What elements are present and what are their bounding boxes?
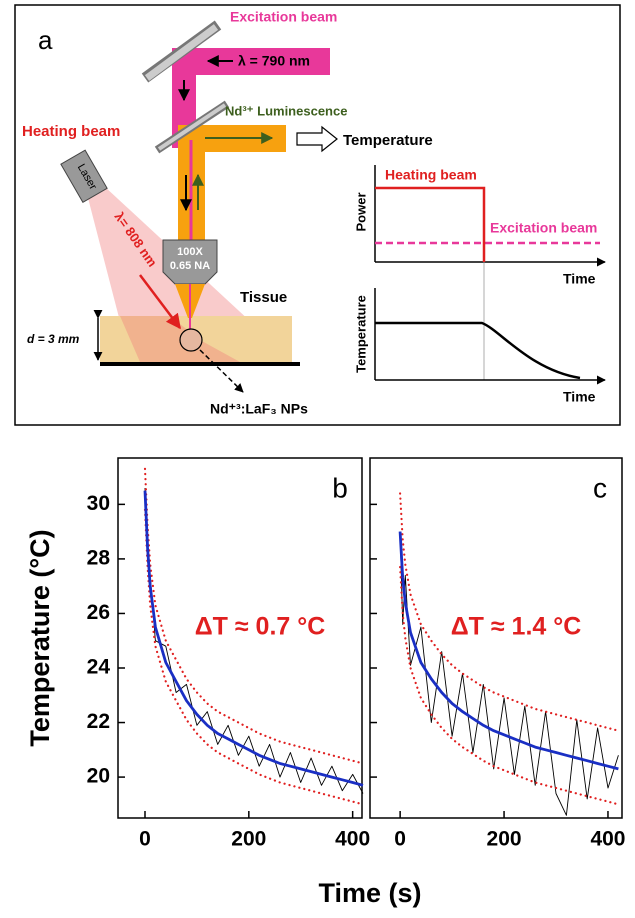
label: Nd⁺³:LaF₃ NPs xyxy=(210,401,308,417)
arrow xyxy=(139,274,181,330)
data-line xyxy=(144,487,364,794)
mirror xyxy=(144,24,219,81)
label: Temperature xyxy=(353,295,368,373)
x-tick-label: 400 xyxy=(590,828,625,851)
excitation-beam xyxy=(175,48,330,75)
label: Power xyxy=(353,192,368,231)
y-tick-label: 24 xyxy=(87,656,111,679)
panel-label: b xyxy=(332,472,348,503)
laser-body xyxy=(60,149,108,204)
data-line xyxy=(399,492,620,732)
x-tick-label: 400 xyxy=(335,828,370,851)
heating-power xyxy=(375,186,486,262)
plot-frame xyxy=(369,457,623,819)
label: Excitation beam xyxy=(230,9,337,25)
y-tick-label: 26 xyxy=(87,601,110,624)
y-tick-label: 30 xyxy=(87,492,110,515)
panel-label: c xyxy=(593,472,607,503)
y-tick-label: 22 xyxy=(87,710,110,733)
label: Heating beam xyxy=(385,167,477,183)
label: Time xyxy=(563,271,596,287)
mirror xyxy=(157,103,227,151)
label: Heating beam xyxy=(22,123,120,140)
label: d = 3 mm xyxy=(27,332,80,346)
x-tick-label: 0 xyxy=(394,828,406,851)
arrow xyxy=(199,349,244,393)
y-axis-label: Temperature (°C) xyxy=(25,529,55,746)
data-line xyxy=(399,531,619,816)
data-line xyxy=(143,508,365,806)
panel-frame xyxy=(14,4,621,426)
label: Tissue xyxy=(240,289,287,306)
label: 0.65 NA xyxy=(170,260,210,272)
data-line xyxy=(399,566,620,806)
panel-a: a Laser xyxy=(14,4,621,426)
label: λ = 790 nm xyxy=(238,53,310,69)
x-tick-label: 200 xyxy=(231,828,266,851)
label: Excitation beam xyxy=(490,220,597,236)
label: Nd³⁺ Luminescence xyxy=(225,103,347,118)
data-line xyxy=(143,467,365,765)
data-line xyxy=(398,531,619,771)
x-axis-label: Time (s) xyxy=(318,878,421,908)
y-tick-label: 20 xyxy=(87,765,110,788)
nanoparticle-spot xyxy=(179,328,203,352)
temperature-trace xyxy=(375,321,581,380)
output-arrow xyxy=(296,125,338,153)
x-tick-label: 0 xyxy=(139,828,151,851)
label: Temperature xyxy=(343,132,433,149)
plot-frame xyxy=(117,457,363,819)
annotation: ΔT ≈ 1.4 °C xyxy=(451,613,582,641)
label: 100X xyxy=(177,246,203,258)
label: Time xyxy=(563,389,596,405)
x-tick-label: 200 xyxy=(487,828,522,851)
data-line xyxy=(143,490,364,787)
y-tick-label: 28 xyxy=(87,546,111,569)
annotation: ΔT ≈ 0.7 °C xyxy=(195,613,326,641)
panel-label: a xyxy=(38,25,53,55)
laser: Laser xyxy=(60,149,108,204)
